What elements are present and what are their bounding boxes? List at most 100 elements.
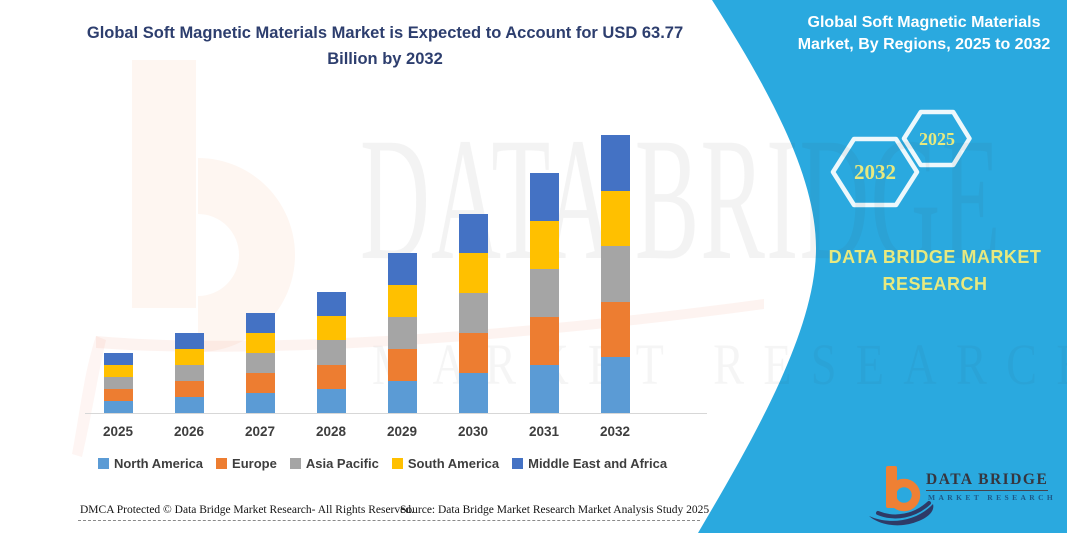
bar-segment-2031-europe [529,317,559,365]
bar-segment-2030-north-america [458,373,488,413]
legend-label-south-america: South America [407,456,500,471]
bar-segment-2027-south-america [245,332,275,353]
hexagon-2025-label: 2025 [919,129,955,149]
bar-segment-2029-north-america [387,381,417,413]
legend-item-south-america: South America [391,456,500,471]
bar-segment-2029-asia-pacific [387,317,417,349]
bar-segment-2028-north-america [316,388,346,413]
bar-2030 [443,135,503,413]
x-label-2030: 2030 [457,424,489,439]
bar-segment-2027-middle-east-and-africa [245,312,275,333]
chart-legend: North America Europe Asia Pacific South Ame… [70,456,695,471]
bar-segment-2032-north-america [600,357,630,413]
logo-wordmark: DATA BRIDGE [926,471,1049,491]
x-label-2029: 2029 [386,424,418,439]
bar-2025 [88,135,148,413]
bar-segment-2028-middle-east-and-africa [316,292,346,317]
legend-label-asia-pacific: Asia Pacific [305,456,379,471]
x-label-2028: 2028 [315,424,347,439]
x-axis-labels: 2025 2026 2027 2028 2029 2030 2031 2032 [88,424,645,439]
logo-b-bowl [887,478,921,512]
plot-area [88,135,645,413]
legend-item-europe: Europe [216,456,277,471]
ghost-logo-stem [132,60,196,308]
logo-swoosh [869,504,934,526]
bar-segment-2028-asia-pacific [316,340,346,365]
bar-segment-2029-middle-east-and-africa [387,253,417,285]
bar-2032 [585,135,645,413]
ghost-logo-swoosh-tail [72,336,106,457]
bar-segment-2027-europe [245,372,275,393]
bar-segment-2032-south-america [600,190,630,247]
bar-segment-2032-middle-east-and-africa [600,135,630,191]
panel-title-line1: Global Soft Magnetic Materials [807,14,1041,31]
bar-segment-2027-north-america [245,392,275,413]
bar-segment-2029-south-america [387,285,417,317]
page-title-line1: Global Soft Magnetic Materials Market is… [86,24,684,42]
bar-segment-2026-europe [174,381,204,397]
bar-segment-2032-europe [600,301,630,358]
bar-segment-2030-middle-east-and-africa [458,213,488,254]
bar-segment-2026-asia-pacific [174,365,204,381]
legend-swatch-north-america [97,458,109,469]
hexagon-2032-label: 2032 [854,160,896,184]
legend-label-north-america: North America [113,456,204,471]
bar-segment-2030-south-america [458,253,488,294]
bar-segment-2031-asia-pacific [529,269,559,317]
footer-divider-line [78,520,700,521]
blue-panel-shape [698,0,1067,533]
ghost-logo-bowl [198,158,295,352]
bar-segment-2025-south-america [103,364,133,377]
bar-segment-2025-north-america [103,400,133,413]
bar-segment-2026-south-america [174,349,204,365]
legend-item-asia-pacific: Asia Pacific [289,456,379,471]
x-label-2032: 2032 [599,424,631,439]
x-axis-line [85,413,707,414]
legend-swatch-middle-east-and-africa [512,458,524,469]
page-title: Global Soft Magnetic Materials Market is… [60,20,710,72]
bar-segment-2025-middle-east-and-africa [103,352,133,365]
bar-2029 [372,135,432,413]
footer-dmca-text: DMCA Protected © Data Bridge Market Rese… [80,504,414,516]
hexagon-2025-outline [901,109,972,168]
bar-segment-2028-europe [316,364,346,389]
bar-segment-2028-south-america [316,316,346,341]
footer-source-text: Source: Data Bridge Market Research Mark… [400,504,710,516]
bar-2031 [514,135,574,413]
bar-2027 [230,135,290,413]
ghost-logo-swoosh [96,299,764,352]
bar-segment-2032-asia-pacific [600,246,630,302]
panel-brand-text: DATA BRIDGE MARKET RESEARCH [795,244,1067,298]
page-title-line2: Billion by 2032 [327,50,443,68]
legend-item-middle-east-and-africa: Middle East and Africa [512,456,667,471]
panel-title-line2: Market, By Regions, 2025 to 2032 [797,36,1051,53]
bar-segment-2031-middle-east-and-africa [529,173,559,221]
logo-subtitle: MARKET RESEARCH [928,493,1057,502]
x-label-2026: 2026 [173,424,205,439]
hexagon-2032-outline [830,136,920,208]
panel-title: Global Soft Magnetic Materials Market, B… [788,12,1060,56]
legend-label-europe: Europe [232,456,277,471]
panel-brand-line1: DATA BRIDGE MARKET [828,247,1042,267]
bar-segment-2030-asia-pacific [458,293,488,334]
x-label-2027: 2027 [244,424,276,439]
x-label-2025: 2025 [102,424,134,439]
bar-segment-2030-europe [458,333,488,374]
bar-segment-2031-south-america [529,221,559,269]
bar-segment-2025-europe [103,388,133,401]
legend-label-middle-east-and-africa: Middle East and Africa [528,456,668,471]
bar-segment-2026-middle-east-and-africa [174,333,204,349]
bar-segment-2029-europe [387,349,417,381]
bar-segment-2025-asia-pacific [103,376,133,389]
legend-item-north-america: North America [97,456,204,471]
logo-swoosh-arc [876,501,931,519]
bar-2028 [301,135,361,413]
panel-brand-line2: RESEARCH [882,274,988,294]
bar-segment-2031-north-america [529,365,559,413]
legend-swatch-asia-pacific [289,458,301,469]
x-label-2031: 2031 [528,424,560,439]
